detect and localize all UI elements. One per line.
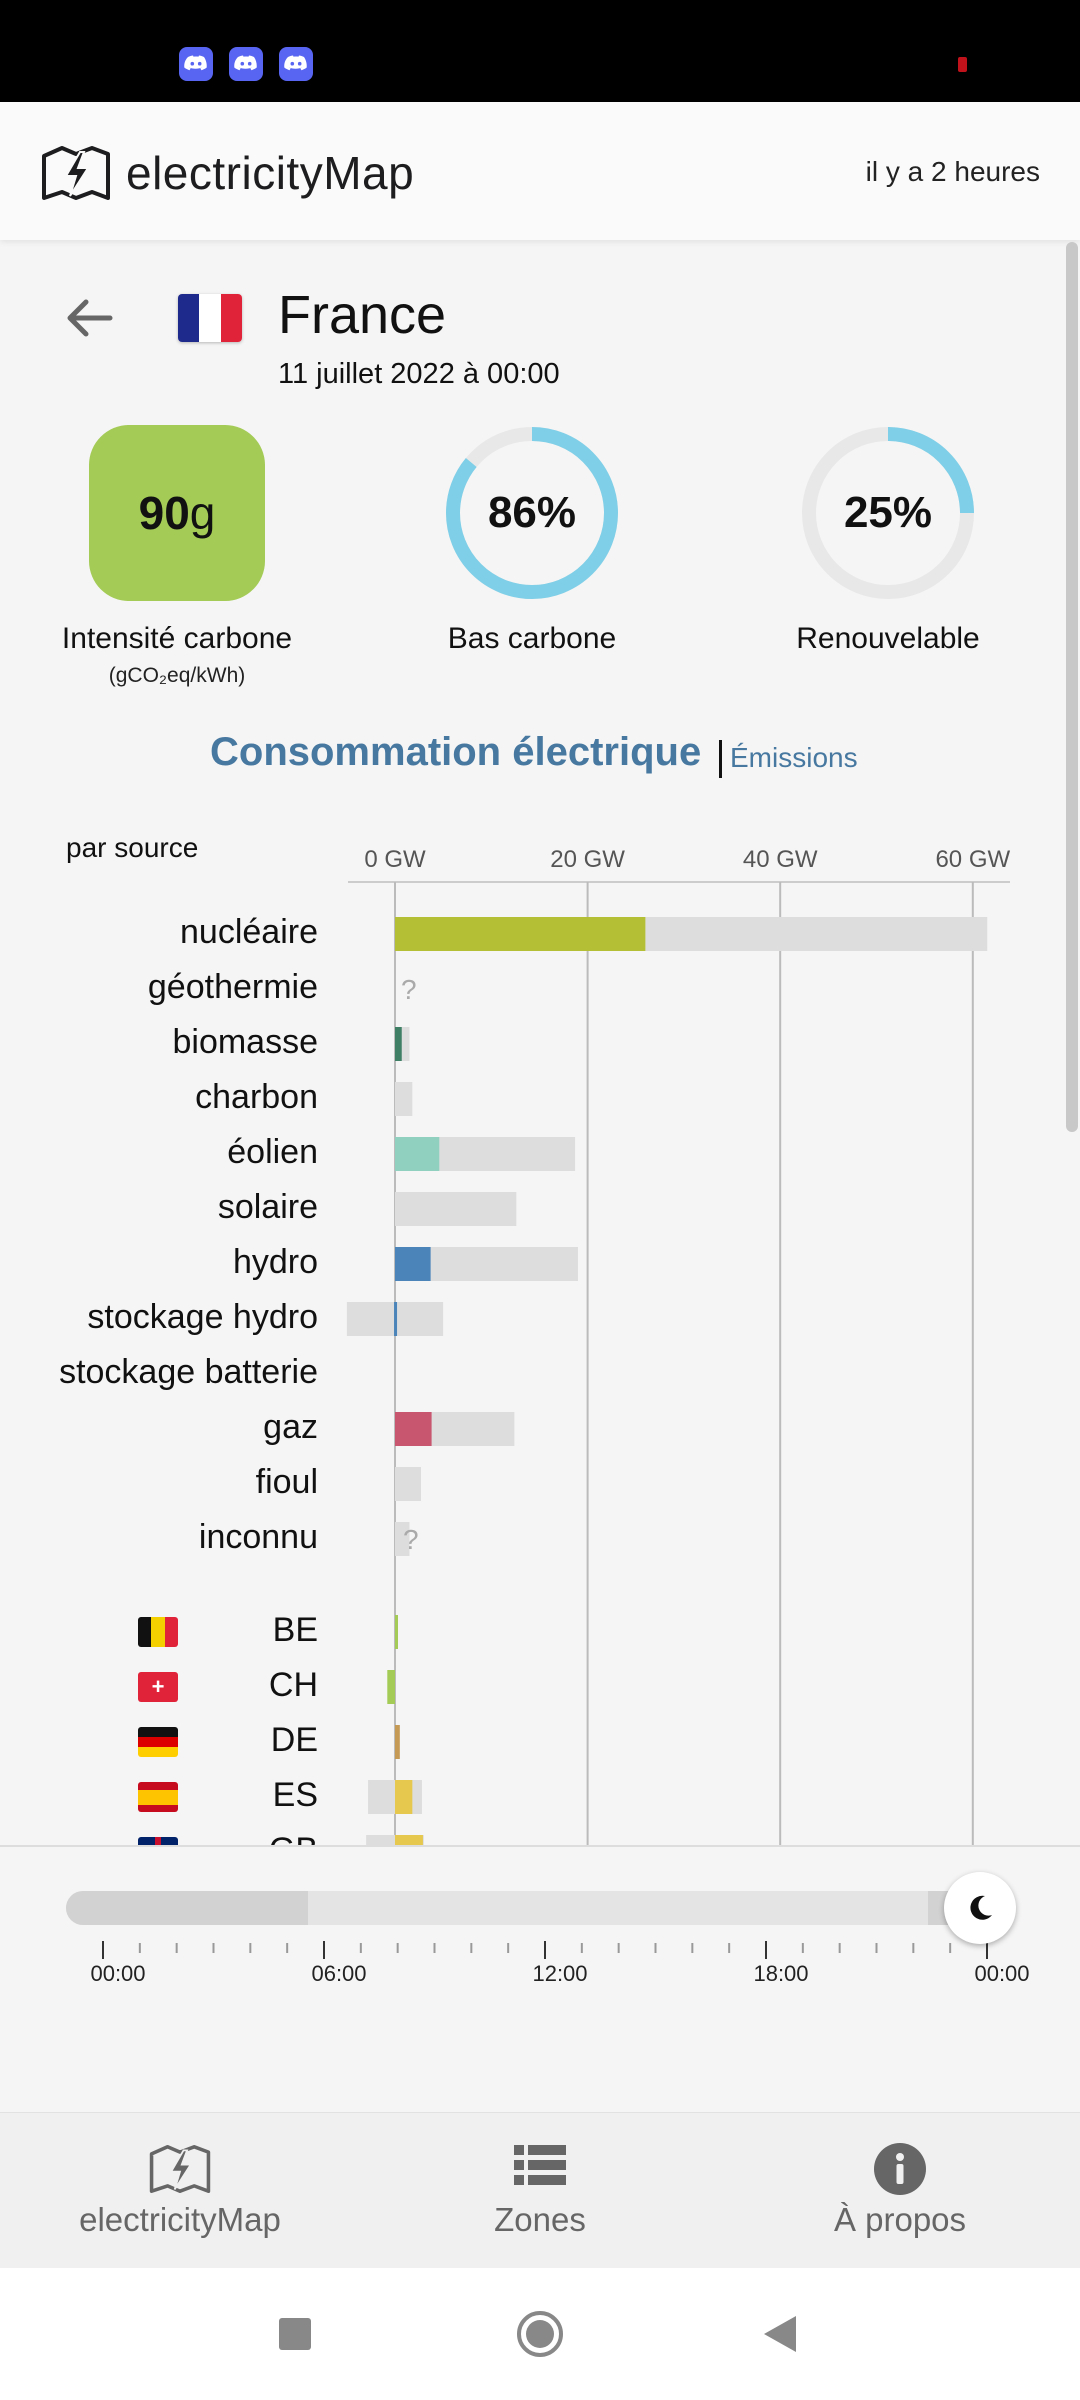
- x-tick-label: 20 GW: [550, 846, 625, 873]
- discord-notification-icon: [229, 47, 263, 81]
- time-label: 00:00: [974, 1961, 1030, 1986]
- source-label: nucléaire: [180, 913, 318, 951]
- x-tick-label: 0 GW: [364, 846, 426, 873]
- capacity-bar: [395, 1467, 422, 1501]
- time-label: 06:00: [311, 1961, 367, 1986]
- es-flag-icon: [138, 1782, 178, 1812]
- source-label: stockage hydro: [87, 1298, 318, 1336]
- country-name: France: [278, 285, 447, 345]
- nav-about-label: À propos: [833, 2201, 967, 2238]
- chart-subtitle: par source: [66, 832, 199, 863]
- section-divider: [719, 740, 722, 778]
- electricitymap-logo-icon[interactable]: [40, 144, 112, 202]
- exchange-country-label: BE: [272, 1611, 318, 1649]
- carbon-intensity-unit-label: (gCO₂eq/kWh): [108, 664, 246, 687]
- renewable-gauge: 25%: [800, 425, 976, 601]
- night-shade: [66, 1891, 308, 1925]
- consumption-tab[interactable]: Consommation électrique: [210, 730, 702, 774]
- exchange-country-label: GB: [178, 1831, 318, 1845]
- production-bar: [395, 1027, 402, 1061]
- source-label: stockage batterie: [59, 1353, 318, 1391]
- last-updated-text: il y a 2 heures: [865, 156, 1040, 187]
- unknown-value-marker: ?: [403, 1524, 419, 1555]
- source-label: hydro: [232, 1243, 318, 1281]
- bottom-navigation: electricityMap Zones À propos: [0, 2112, 1080, 2269]
- source-label: gaz: [263, 1408, 318, 1446]
- production-bar: [394, 1302, 398, 1336]
- app-header: electricityMap il y a 2 heures: [0, 102, 1080, 240]
- de-flag-icon: [138, 1727, 178, 1757]
- zone-datetime: 11 juillet 2022 à 00:00: [278, 358, 560, 390]
- list-icon: [514, 2145, 566, 2185]
- capacity-bar: [395, 1522, 410, 1556]
- production-bar: [395, 1247, 431, 1281]
- source-label: solaire: [217, 1188, 318, 1226]
- system-navigation-bar: [0, 2268, 1080, 2400]
- moon-icon: [970, 1895, 992, 1920]
- back-arrow-icon[interactable]: [60, 290, 116, 346]
- unknown-value-marker: ?: [401, 974, 417, 1005]
- nav-zones-label: Zones: [494, 2201, 586, 2238]
- gb-flag-icon: [138, 1837, 178, 1845]
- carbon-intensity-unit: g: [189, 487, 216, 539]
- capacity-bar: [395, 1192, 517, 1226]
- home-circle-icon[interactable]: [516, 2310, 564, 2358]
- source-label: inconnu: [198, 1518, 318, 1556]
- production-bar: [395, 1137, 440, 1171]
- exchange-country-label: DE: [270, 1721, 318, 1759]
- back-triangle-icon[interactable]: [762, 2314, 798, 2354]
- time-axis: [102, 1941, 988, 1959]
- renewable-percentage: 25%: [843, 488, 933, 537]
- status-bar: [0, 0, 1080, 102]
- carbon-intensity-value: 90: [138, 487, 190, 539]
- discord-notification-icon: [279, 47, 313, 81]
- low-carbon-percentage: 86%: [487, 488, 577, 537]
- low-carbon-label: Bas carbone: [447, 622, 617, 655]
- nav-about[interactable]: À propos: [720, 2113, 1080, 2269]
- carbon-intensity-badge: 90 g: [89, 425, 265, 601]
- source-label: biomasse: [172, 1023, 318, 1061]
- production-chart: par source 0 GW 20 GW 40 GW 60 GW nucléaire g…: [0, 820, 1080, 1845]
- exchange-bar: [395, 1780, 413, 1814]
- nav-electricitymap-label: electricityMap: [79, 2201, 281, 2238]
- exchange-country-label: ES: [272, 1776, 318, 1814]
- source-label: charbon: [195, 1078, 318, 1116]
- exchange-bar: [395, 1725, 400, 1759]
- x-tick-label: 60 GW: [935, 846, 1011, 873]
- time-slider-panel: 00:00 06:00 12:00 18:00 00:00: [0, 1845, 1080, 2117]
- source-label: fioul: [255, 1463, 318, 1501]
- time-label: 00:00: [90, 1961, 146, 1986]
- discord-notification-icon: [179, 47, 213, 81]
- battery-indicator-icon: [958, 57, 967, 72]
- ch-flag-icon: +: [138, 1672, 178, 1702]
- renewable-label: Renouvelable: [796, 622, 980, 655]
- nav-electricitymap[interactable]: electricityMap: [0, 2113, 360, 2269]
- app-title[interactable]: electricityMap: [126, 147, 415, 199]
- exchange-country-label: CH: [268, 1666, 318, 1704]
- nav-zones[interactable]: Zones: [360, 2113, 720, 2269]
- time-slider-handle[interactable]: [944, 1872, 1016, 1944]
- time-label: 18:00: [753, 1961, 809, 1986]
- exchange-bar: [395, 1615, 398, 1649]
- scrollbar[interactable]: [1066, 242, 1078, 1132]
- source-label: éolien: [227, 1133, 318, 1171]
- production-bar: [395, 917, 646, 951]
- exchange-bar: [395, 1835, 423, 1845]
- lightning-map-icon: [149, 2145, 211, 2193]
- france-flag-icon: [178, 294, 242, 342]
- time-label: 12:00: [532, 1961, 588, 1986]
- recents-square-icon[interactable]: [277, 2316, 313, 2352]
- info-icon: [874, 2143, 926, 2195]
- production-bar: [395, 1412, 432, 1446]
- low-carbon-gauge: 86%: [444, 425, 620, 601]
- source-label: géothermie: [147, 968, 318, 1006]
- emissions-tab-link[interactable]: Émissions: [730, 742, 858, 773]
- capacity-bar: [395, 1082, 413, 1116]
- exchange-bar: [387, 1670, 395, 1704]
- time-slider-track[interactable]: [66, 1891, 984, 1925]
- chart-canvas: [346, 881, 1010, 1845]
- be-flag-icon: [138, 1617, 178, 1647]
- carbon-intensity-label: Intensité carbone: [61, 622, 293, 655]
- x-tick-label: 40 GW: [742, 846, 818, 873]
